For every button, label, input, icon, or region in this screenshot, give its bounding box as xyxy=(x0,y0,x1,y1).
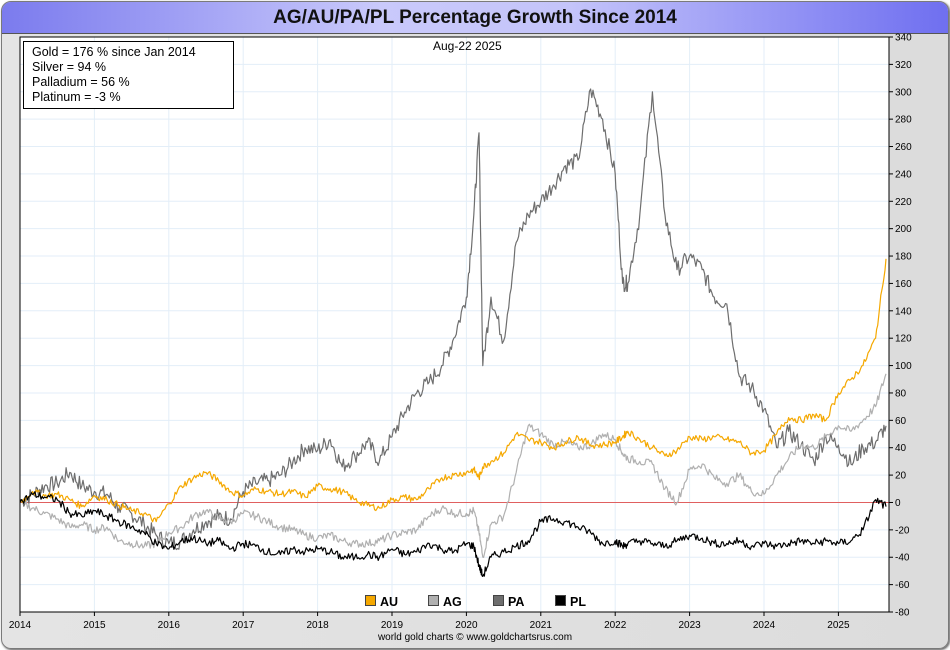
y-tick-label: 100 xyxy=(895,361,912,372)
y-tick-label: 120 xyxy=(895,334,912,345)
legend-swatch-ag xyxy=(428,595,439,606)
y-tick-label: 20 xyxy=(895,471,907,482)
legend-label-ag: AG xyxy=(443,595,462,609)
legend-label-au: AU xyxy=(380,595,399,609)
y-tick-label: 180 xyxy=(895,252,912,263)
series-group xyxy=(19,88,887,578)
x-tick-label: 2017 xyxy=(232,620,255,631)
x-tick-label: 2014 xyxy=(9,620,32,631)
y-tick-label: -20 xyxy=(895,525,910,536)
y-tick-label: 280 xyxy=(895,115,912,126)
series-line-pl xyxy=(19,491,887,578)
legend-label-pl: PL xyxy=(570,595,586,609)
legend-swatch-pl xyxy=(555,595,566,606)
x-tick-label: 2024 xyxy=(753,620,776,631)
x-tick-label: 2022 xyxy=(604,620,627,631)
y-tick-label: -60 xyxy=(895,580,910,591)
x-tick-label: 2016 xyxy=(158,620,181,631)
legend-swatch-pa xyxy=(493,595,504,606)
credit-text: world gold charts © www.goldchartsrus.co… xyxy=(377,632,573,643)
y-tick-label: -40 xyxy=(895,553,910,564)
y-tick-label: -80 xyxy=(895,608,910,619)
y-axis: 3403203002802602402202001801601401201008… xyxy=(888,33,912,619)
x-tick-label: 2015 xyxy=(83,620,106,631)
plot-area xyxy=(19,36,890,613)
summary-box: Gold = 176 % since Jan 2014 Silver = 94 … xyxy=(23,41,234,109)
legend-item-pa: PA xyxy=(493,595,524,609)
x-tick-label: 2019 xyxy=(381,620,404,631)
chart-title: AG/AU/PA/PL Percentage Growth Since 2014 xyxy=(273,7,677,28)
y-tick-label: 140 xyxy=(895,306,912,317)
y-tick-label: 200 xyxy=(895,224,912,235)
x-tick-label: 2020 xyxy=(455,620,478,631)
y-tick-label: 80 xyxy=(895,388,907,399)
summary-silver: Silver = 94 % xyxy=(32,60,106,74)
y-tick-label: 340 xyxy=(895,33,912,44)
x-tick-label: 2018 xyxy=(306,620,329,631)
legend-swatch-au xyxy=(365,595,376,606)
date-label: Aug-22 2025 xyxy=(433,39,502,53)
x-tick-label: 2025 xyxy=(827,620,850,631)
title-bar: AG/AU/PA/PL Percentage Growth Since 2014 xyxy=(2,2,948,34)
y-tick-label: 40 xyxy=(895,443,907,454)
x-axis: 2014 2015 2016 2017 2018 2019 2020 2021 2022 2023… xyxy=(9,36,889,631)
summary-platinum: Platinum = -3 % xyxy=(32,90,121,104)
series-line-ag xyxy=(19,373,887,559)
x-tick-label: 2021 xyxy=(530,620,553,631)
y-tick-label: 260 xyxy=(895,142,912,153)
series-line-au xyxy=(19,258,887,523)
y-tick-label: 220 xyxy=(895,197,912,208)
legend-item-ag: AG xyxy=(428,595,462,609)
legend-item-au: AU xyxy=(365,595,398,609)
y-tick-label: 160 xyxy=(895,279,912,290)
legend-item-pl: PL xyxy=(555,595,586,609)
y-tick-label: 0 xyxy=(895,498,901,509)
x-tick-label: 2023 xyxy=(678,620,701,631)
y-tick-label: 60 xyxy=(895,416,907,427)
legend-label-pa: PA xyxy=(508,595,525,609)
y-tick-label: 240 xyxy=(895,169,912,180)
y-tick-label: 320 xyxy=(895,60,912,71)
y-tick-label: 300 xyxy=(895,87,912,98)
summary-palladium: Palladium = 56 % xyxy=(32,75,130,89)
summary-gold: Gold = 176 % since Jan 2014 xyxy=(32,45,196,59)
series-line-pa xyxy=(19,88,887,551)
